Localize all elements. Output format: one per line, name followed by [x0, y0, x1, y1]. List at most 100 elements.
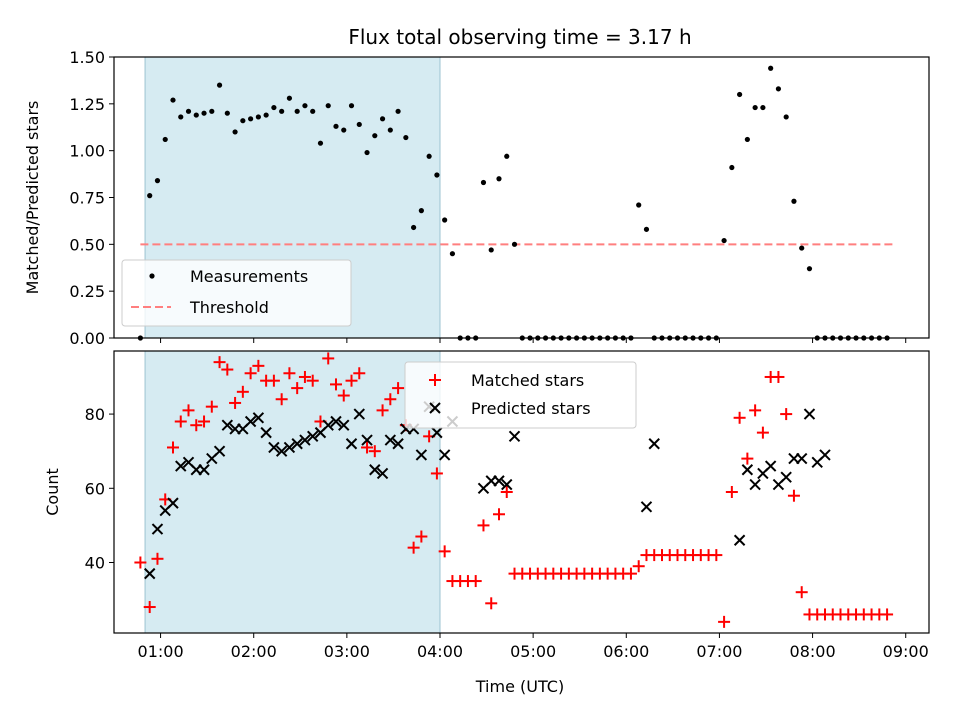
measurement-point	[721, 237, 727, 244]
matched-star-point	[134, 556, 147, 569]
measurement-point	[317, 140, 324, 146]
measurement-point	[147, 193, 153, 199]
bottom-legend-box	[404, 361, 637, 429]
predicted-star-point	[415, 449, 428, 461]
matched-star-point	[500, 486, 513, 498]
predicted-star-point	[819, 449, 831, 461]
x-tick-label: 05:00	[510, 642, 556, 661]
matched-star-point	[283, 367, 296, 380]
measurement-point	[799, 245, 805, 251]
matched-star-point	[368, 445, 381, 458]
measurement-point	[411, 224, 417, 231]
predicted-star-point	[493, 475, 505, 487]
predicted-star-point	[438, 449, 451, 461]
matched-star-point	[718, 615, 731, 628]
measurement-point	[744, 136, 750, 143]
bottom-y-tick-label: 80	[85, 405, 105, 424]
measurement-point	[201, 110, 207, 116]
matched-star-point	[298, 370, 311, 383]
matched-star-point	[190, 419, 203, 432]
matched-star-point	[415, 530, 428, 543]
measurement-point	[643, 226, 650, 232]
measurement-point	[403, 134, 409, 141]
bottom-panel: 40 60 80 01:00 02:00 03:00 04:00 05:00 06:00 07:0…	[43, 350, 930, 696]
predicted-star-point	[338, 419, 350, 431]
top-y-tick-label: 0.25	[69, 282, 105, 301]
measurement-point	[729, 164, 735, 171]
matched-star-point	[749, 404, 762, 417]
x-tick-label: 06:00	[603, 642, 649, 661]
predicted-star-point	[648, 438, 660, 450]
measurement-point	[449, 251, 456, 257]
matched-star-point	[291, 382, 304, 395]
bottom-legend: Matched stars Predicted stars	[404, 361, 637, 429]
predicted-star-point	[291, 438, 303, 450]
matched-star-point	[477, 519, 490, 532]
measurement-point	[387, 127, 393, 133]
legend-matched-marker	[429, 374, 441, 386]
bottom-y-axis-label: Count	[43, 468, 62, 516]
legend-measurements-marker	[149, 273, 155, 279]
predicted-star-point	[213, 445, 226, 457]
predicted-star-point	[175, 460, 187, 472]
top-legend-box	[121, 259, 352, 327]
measurement-point	[442, 217, 448, 223]
measurement-point	[752, 104, 758, 111]
measurement-point	[348, 103, 355, 109]
matched-star-point	[322, 352, 335, 365]
matched-star-point	[384, 393, 397, 406]
predicted-star-point	[803, 408, 816, 420]
matched-star-point	[213, 356, 226, 369]
matched-star-point	[329, 378, 342, 391]
x-tick-label: 04:00	[417, 642, 463, 661]
x-tick-label: 08:00	[790, 642, 836, 661]
predicted-star-point	[780, 471, 792, 483]
predicted-star-point	[749, 478, 761, 491]
measurement-point	[170, 97, 176, 103]
measurement-point	[286, 95, 293, 101]
predicted-star-point	[764, 460, 777, 472]
bottom-shaded-region	[144, 350, 441, 634]
matched-star-point	[756, 426, 769, 439]
predicted-star-point	[345, 438, 358, 450]
matched-star-point	[632, 560, 645, 573]
measurement-point	[255, 114, 261, 120]
top-legend: Measurements Threshold	[121, 259, 352, 327]
top-y-tick-label: 0.50	[69, 235, 105, 254]
predicted-star-point	[244, 415, 257, 428]
matched-star-point	[780, 408, 793, 421]
top-y-axis-label: Matched/Predicted stars	[23, 101, 42, 295]
matched-star-point	[469, 575, 482, 588]
predicted-star-point	[361, 434, 373, 446]
measurement-point	[178, 114, 184, 120]
matched-star-point	[337, 389, 350, 402]
measurement-point	[154, 178, 161, 184]
measurement-point	[356, 121, 362, 128]
predicted-star-point	[501, 478, 513, 491]
matched-star-point	[376, 404, 389, 417]
predicted-star-point	[741, 464, 754, 476]
measurement-point	[372, 133, 378, 139]
bottom-axis-ticks: 40 60 80 01:00 02:00 03:00 04:00 05:00 06:00 07:0…	[85, 405, 929, 661]
matched-star-point	[772, 370, 785, 383]
top-panel: 0.00 0.25 0.50 0.75 1.00 1.25 1.50 Matched/Pre…	[23, 48, 930, 348]
measurement-point	[768, 65, 774, 71]
x-tick-label: 07:00	[696, 642, 742, 661]
x-tick-label: 02:00	[231, 642, 277, 661]
predicted-star-point	[369, 464, 381, 476]
measurement-point	[263, 112, 269, 118]
predicted-star-point	[143, 567, 156, 580]
matched-star-point	[205, 400, 218, 413]
predicted-star-point	[260, 426, 272, 439]
measurement-point	[395, 108, 401, 114]
measurement-point	[302, 103, 308, 109]
matched-star-point	[725, 486, 738, 498]
top-y-tick-label: 0.00	[69, 329, 105, 348]
measurement-point	[791, 198, 797, 204]
measurement-point	[325, 103, 331, 109]
measurement-point	[224, 110, 230, 116]
top-y-tick-label: 0.75	[69, 189, 105, 208]
measurement-point	[209, 108, 215, 114]
matched-star-point	[795, 586, 808, 599]
bottom-plot-frame	[113, 350, 930, 634]
